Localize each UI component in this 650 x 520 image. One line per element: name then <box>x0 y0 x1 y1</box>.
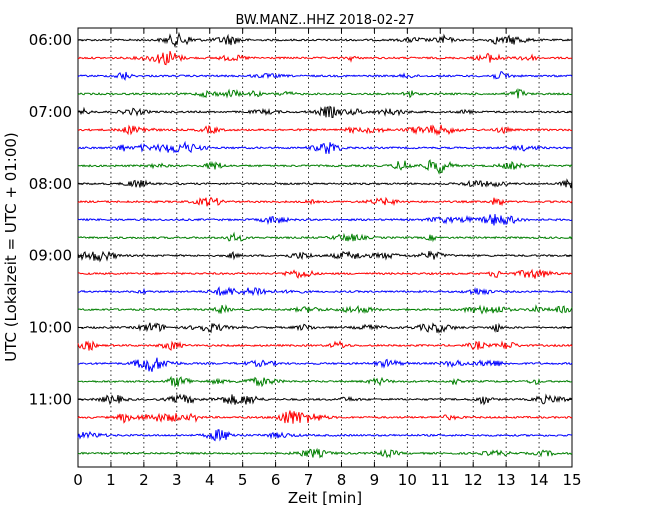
x-tick-label: 0 <box>73 471 83 489</box>
x-tick-label: 15 <box>562 471 581 489</box>
x-tick-label: 3 <box>172 471 182 489</box>
seismic-trace <box>77 322 573 334</box>
seismic-trace <box>77 140 573 154</box>
y-tick-label: 09:00 <box>29 247 72 265</box>
seismic-trace <box>77 88 573 99</box>
seismic-trace <box>77 340 573 351</box>
seismic-trace <box>77 250 573 263</box>
seismic-trace <box>77 393 573 406</box>
x-tick-label: 4 <box>205 471 215 489</box>
seismic-trace <box>77 268 573 279</box>
x-tick-label: 10 <box>398 471 417 489</box>
x-tick-label: 12 <box>464 471 483 489</box>
seismic-trace <box>77 213 573 226</box>
axis-ticks <box>77 28 573 467</box>
seismic-trace <box>77 178 573 189</box>
seismic-trace <box>77 410 573 424</box>
seismic-trace <box>77 105 573 118</box>
seismic-trace <box>77 447 573 459</box>
seismic-trace <box>77 429 573 442</box>
seismic-trace <box>77 357 573 372</box>
x-tick-label: 2 <box>139 471 149 489</box>
seismic-trace <box>77 304 573 315</box>
seismic-traces <box>77 31 573 459</box>
seismic-trace <box>77 375 573 388</box>
x-tick-label: 8 <box>337 471 347 489</box>
seismic-trace <box>77 71 573 81</box>
seismic-trace <box>77 31 573 49</box>
x-tick-label: 1 <box>106 471 116 489</box>
seismic-trace <box>77 124 573 137</box>
x-axis-label: Zeit [min] <box>288 489 362 507</box>
y-tick-label: 10:00 <box>29 319 72 337</box>
y-axis-label: UTC (Lokalzeit = UTC + 01:00) <box>2 132 20 362</box>
seismic-trace <box>77 159 573 175</box>
chart-title: BW.MANZ..HHZ 2018-02-27 <box>235 13 414 28</box>
x-tick-label: 5 <box>238 471 248 489</box>
x-tick-label: 7 <box>304 471 314 489</box>
y-tick-label: 11:00 <box>29 390 72 408</box>
seismic-trace <box>77 231 573 243</box>
plot-frame <box>77 27 573 468</box>
y-tick-label: 08:00 <box>29 175 72 193</box>
y-tick-labels: 06:00 07:00 08:00 09:00 10:00 11:00 <box>29 31 72 408</box>
y-tick-label: 06:00 <box>29 31 72 49</box>
x-tick-label: 13 <box>497 471 516 489</box>
x-tick-label: 9 <box>370 471 380 489</box>
y-tick-label: 07:00 <box>29 103 72 121</box>
x-tick-label: 11 <box>431 471 450 489</box>
x-tick-label: 6 <box>271 471 281 489</box>
x-tick-labels: 0 1 2 3 4 5 6 7 8 9 10 11 12 13 14 15 <box>73 471 581 489</box>
x-tick-label: 14 <box>530 471 549 489</box>
seismic-trace <box>77 50 573 66</box>
seismic-trace <box>77 196 573 207</box>
seismic-trace <box>77 286 573 297</box>
